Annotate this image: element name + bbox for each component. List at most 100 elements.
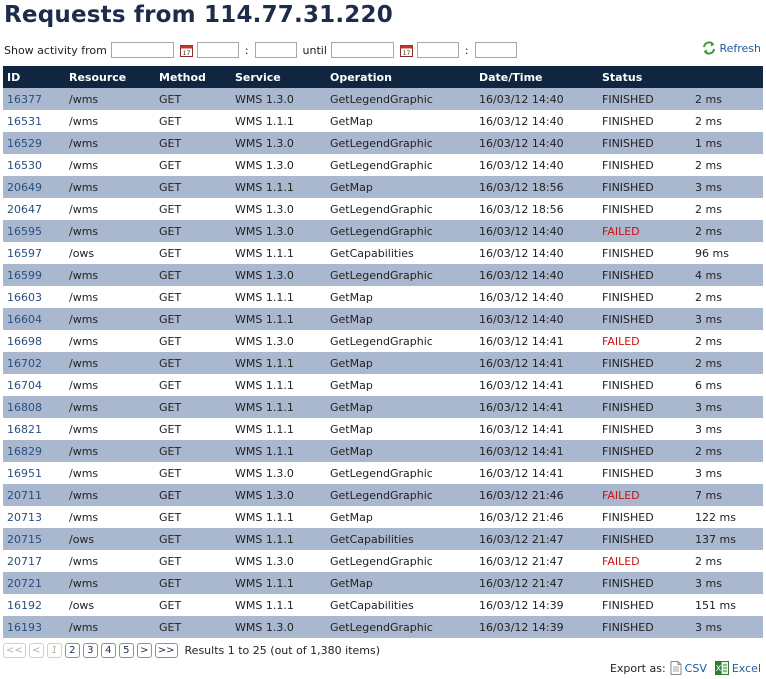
from-date-input[interactable] xyxy=(110,42,174,58)
row-datetime: 16/03/12 14:39 xyxy=(475,594,598,616)
page-button-2[interactable]: 2 xyxy=(64,643,80,658)
table-row[interactable]: 16531/wms GET WMS 1.1.1 GetMap 16/03/12 14:4… xyxy=(3,110,763,132)
page-button-1[interactable]: 1 xyxy=(46,643,62,658)
row-resource: /wms xyxy=(65,330,155,352)
page-button-4[interactable]: 4 xyxy=(100,643,116,658)
row-id-link[interactable]: 20713 xyxy=(3,506,65,528)
table-row[interactable]: 16530/wms GET WMS 1.3.0 GetLegendGraphic 16/… xyxy=(3,154,763,176)
row-id-link[interactable]: 20715 xyxy=(3,528,65,550)
row-datetime: 16/03/12 14:40 xyxy=(475,286,598,308)
row-status: FAILED xyxy=(598,550,691,572)
column-header-id[interactable]: ID xyxy=(3,66,65,88)
table-row[interactable]: 20647/wms GET WMS 1.3.0 GetLegendGraphic 16/… xyxy=(3,198,763,220)
export-excel-link[interactable]: Excel xyxy=(731,661,761,675)
table-row[interactable]: 20711/wms GET WMS 1.3.0 GetLegendGraphic 16/… xyxy=(3,484,763,506)
table-row[interactable]: 20721/wms GET WMS 1.1.1 GetMap 16/03/12 21:4… xyxy=(3,572,763,594)
row-duration: 2 ms xyxy=(691,330,763,352)
row-id-link[interactable]: 16377 xyxy=(3,88,65,110)
table-row[interactable]: 16951/wms GET WMS 1.3.0 GetLegendGraphic 16/… xyxy=(3,462,763,484)
column-header-method[interactable]: Method xyxy=(155,66,231,88)
row-status: FINISHED xyxy=(598,154,691,176)
row-id-link[interactable]: 16529 xyxy=(3,132,65,154)
row-id-link[interactable]: 16821 xyxy=(3,418,65,440)
prev-page-button[interactable]: < xyxy=(28,643,44,658)
table-row[interactable]: 16704/wms GET WMS 1.1.1 GetMap 16/03/12 14:4… xyxy=(3,374,763,396)
table-row[interactable]: 20713/wms GET WMS 1.1.1 GetMap 16/03/12 21:4… xyxy=(3,506,763,528)
row-id-link[interactable]: 16698 xyxy=(3,330,65,352)
row-status: FINISHED xyxy=(598,374,691,396)
row-operation: GetLegendGraphic xyxy=(326,550,475,572)
row-id-link[interactable]: 16604 xyxy=(3,308,65,330)
row-id-link[interactable]: 16530 xyxy=(3,154,65,176)
csv-file-icon[interactable] xyxy=(670,661,682,675)
table-row[interactable]: 16821/wms GET WMS 1.1.1 GetMap 16/03/12 14:4… xyxy=(3,418,763,440)
row-id-link[interactable]: 16702 xyxy=(3,352,65,374)
table-row[interactable]: 16193/wms GET WMS 1.3.0 GetLegendGraphic 16/… xyxy=(3,616,763,638)
page-button-5[interactable]: 5 xyxy=(118,643,134,658)
row-resource: /wms xyxy=(65,132,155,154)
row-id-link[interactable]: 16808 xyxy=(3,396,65,418)
export-csv-link[interactable]: CSV xyxy=(684,661,707,675)
row-duration: 1 ms xyxy=(691,132,763,154)
column-header-operation[interactable]: Operation xyxy=(326,66,475,88)
row-id-link[interactable]: 20717 xyxy=(3,550,65,572)
row-id-link[interactable]: 16829 xyxy=(3,440,65,462)
row-id-link[interactable]: 16599 xyxy=(3,264,65,286)
column-header-service[interactable]: Service xyxy=(231,66,326,88)
table-row[interactable]: 16604/wms GET WMS 1.1.1 GetMap 16/03/12 14:4… xyxy=(3,308,763,330)
from-hour-input[interactable] xyxy=(196,42,239,58)
row-id-link[interactable]: 16192 xyxy=(3,594,65,616)
row-id-link[interactable]: 16595 xyxy=(3,220,65,242)
table-row[interactable]: 20717/wms GET WMS 1.3.0 GetLegendGraphic 16/… xyxy=(3,550,763,572)
row-id-link[interactable]: 20649 xyxy=(3,176,65,198)
table-row[interactable]: 16603/wms GET WMS 1.1.1 GetMap 16/03/12 14:4… xyxy=(3,286,763,308)
calendar-icon[interactable]: 17 xyxy=(179,44,193,57)
column-header-datetime[interactable]: Date/Time xyxy=(475,66,598,88)
table-row[interactable]: 16599/wms GET WMS 1.3.0 GetLegendGraphic 16/… xyxy=(3,264,763,286)
refresh-label: Refresh xyxy=(719,41,761,55)
until-minute-input[interactable] xyxy=(474,42,517,58)
until-hour-input[interactable] xyxy=(416,42,459,58)
row-id-link[interactable]: 20711 xyxy=(3,484,65,506)
first-page-button[interactable]: << xyxy=(3,643,26,658)
row-operation: GetMap xyxy=(326,572,475,594)
table-row[interactable]: 16808/wms GET WMS 1.1.1 GetMap 16/03/12 14:4… xyxy=(3,396,763,418)
row-service: WMS 1.1.1 xyxy=(231,286,326,308)
row-method: GET xyxy=(155,616,231,638)
until-date-input[interactable] xyxy=(330,42,394,58)
row-resource: /wms xyxy=(65,462,155,484)
table-row[interactable]: 16698/wms GET WMS 1.3.0 GetLegendGraphic 16/… xyxy=(3,330,763,352)
row-id-link[interactable]: 16193 xyxy=(3,616,65,638)
table-row[interactable]: 16595/wms GET WMS 1.3.0 GetLegendGraphic 16/… xyxy=(3,220,763,242)
row-resource: /wms xyxy=(65,616,155,638)
table-row[interactable]: 20649/wms GET WMS 1.1.1 GetMap 16/03/12 18:5… xyxy=(3,176,763,198)
refresh-icon xyxy=(703,41,716,55)
calendar-icon[interactable]: 17 xyxy=(399,44,413,57)
from-minute-input[interactable] xyxy=(254,42,297,58)
row-id-link[interactable]: 20647 xyxy=(3,198,65,220)
row-resource: /wms xyxy=(65,154,155,176)
row-method: GET xyxy=(155,352,231,374)
row-id-link[interactable]: 16603 xyxy=(3,286,65,308)
column-header-resource[interactable]: Resource xyxy=(65,66,155,88)
row-service: WMS 1.1.1 xyxy=(231,242,326,264)
row-id-link[interactable]: 16531 xyxy=(3,110,65,132)
next-page-button[interactable]: > xyxy=(136,643,152,658)
table-row[interactable]: 16529/wms GET WMS 1.3.0 GetLegendGraphic 16/… xyxy=(3,132,763,154)
table-row[interactable]: 20715/ows GET WMS 1.1.1 GetCapabilities 16/0… xyxy=(3,528,763,550)
row-id-link[interactable]: 16951 xyxy=(3,462,65,484)
refresh-button[interactable]: Refresh xyxy=(702,41,761,55)
excel-file-icon[interactable]: X xyxy=(714,661,729,675)
row-id-link[interactable]: 20721 xyxy=(3,572,65,594)
table-row[interactable]: 16192/ows GET WMS 1.1.1 GetCapabilities 16/0… xyxy=(3,594,763,616)
table-row[interactable]: 16829/wms GET WMS 1.1.1 GetMap 16/03/12 14:4… xyxy=(3,440,763,462)
row-datetime: 16/03/12 14:41 xyxy=(475,462,598,484)
row-id-link[interactable]: 16704 xyxy=(3,374,65,396)
last-page-button[interactable]: >> xyxy=(154,643,178,658)
table-row[interactable]: 16377/wms GET WMS 1.3.0 GetLegendGraphic 16/… xyxy=(3,88,763,110)
page-button-3[interactable]: 3 xyxy=(82,643,98,658)
column-header-status[interactable]: Status xyxy=(598,66,691,88)
row-id-link[interactable]: 16597 xyxy=(3,242,65,264)
table-row[interactable]: 16702/wms GET WMS 1.1.1 GetMap 16/03/12 14:4… xyxy=(3,352,763,374)
table-row[interactable]: 16597/ows GET WMS 1.1.1 GetCapabilities 16/0… xyxy=(3,242,763,264)
